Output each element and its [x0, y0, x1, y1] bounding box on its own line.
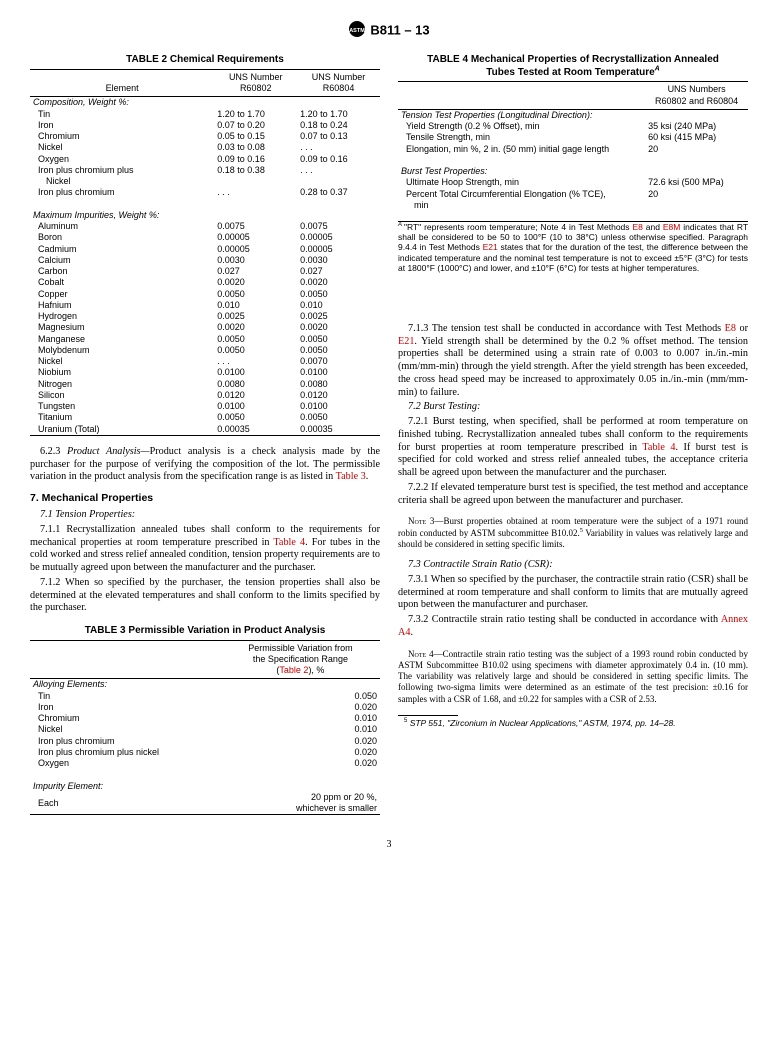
table4: UNS NumbersR60802 and R60804 Tension Tes…	[398, 81, 748, 211]
page-header: ASTM B811 – 13	[30, 20, 748, 42]
para-721: 7.2.1 Burst testing, when specified, sha…	[398, 416, 748, 480]
footnote-5: 5 STP 551, "Zirconium in Nuclear Applica…	[398, 718, 748, 728]
table4-title: TABLE 4 Mechanical Properties of Recryst…	[398, 54, 748, 79]
svg-text:ASTM: ASTM	[350, 28, 366, 34]
t2-h1: Element	[30, 69, 214, 97]
astm-logo: ASTM	[348, 20, 366, 42]
heading-72: 7.2 Burst Testing:	[408, 401, 480, 412]
table2: Element UNS NumberR60802 UNS NumberR6080…	[30, 69, 380, 436]
note-4: Note 4—Contractile strain ratio testing …	[398, 649, 748, 705]
left-column: TABLE 2 Chemical Requirements Element UN…	[30, 54, 380, 825]
table4-footnote: A "RT" represents room temperature; Note…	[398, 221, 748, 273]
para-731: 7.3.1 When so specified by the purchaser…	[398, 574, 748, 612]
heading-73: 7.3 Contractile Strain Ratio (CSR):	[408, 559, 553, 570]
xref-e8: E8	[725, 323, 736, 334]
page-number: 3	[30, 839, 748, 852]
table2-title: TABLE 2 Chemical Requirements	[30, 54, 380, 67]
xref-table4-1: Table 4	[273, 537, 305, 548]
table3: Permissible Variation fromthe Specificat…	[30, 640, 380, 816]
para-711: 7.1.1 Recrystallization annealed tubes s…	[30, 524, 380, 575]
para-712: 7.1.2 When so specified by the purchaser…	[30, 577, 380, 615]
t2-h2: UNS NumberR60802	[214, 69, 297, 97]
t4-header-right: UNS NumbersR60802 and R60804	[645, 82, 748, 110]
footnote-rule	[398, 715, 458, 716]
heading-7: 7. Mechanical Properties	[30, 492, 380, 505]
note-3: Note 3—Burst properties obtained at room…	[398, 516, 748, 550]
xref-table4-2: Table 4	[642, 442, 675, 453]
heading-71: 7.1 Tension Properties:	[40, 509, 135, 520]
t2-h3: UNS NumberR60804	[297, 69, 380, 97]
para-722: 7.2.2 If elevated temperature burst test…	[398, 482, 748, 508]
right-column: TABLE 4 Mechanical Properties of Recryst…	[398, 54, 748, 825]
designation: B811 – 13	[370, 23, 429, 38]
xref-e21: E21	[398, 336, 414, 347]
table3-title: TABLE 3 Permissible Variation in Product…	[30, 625, 380, 638]
para-713: 7.1.3 The tension test shall be conducte…	[398, 323, 748, 400]
para-623: 6.2.3 Product Analysis—Product analysis …	[30, 446, 380, 484]
xref-table3: Table 3	[336, 471, 366, 482]
para-732: 7.3.2 Contractile strain ratio testing s…	[398, 614, 748, 640]
t3-header-right: Permissible Variation fromthe Specificat…	[220, 640, 380, 679]
